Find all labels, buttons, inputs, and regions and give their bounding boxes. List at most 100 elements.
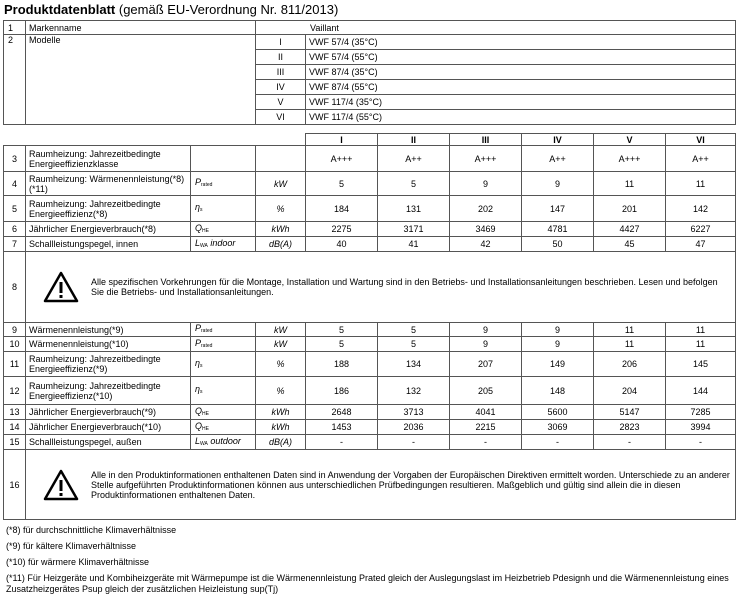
value: 145 [665,351,736,377]
symbol-after: indoor [210,237,236,248]
symbol-main: η [195,202,200,212]
row-number: 12 [3,376,26,405]
symbol: ηs [190,195,256,222]
symbol-sub: s [200,207,203,213]
row-number: 16 [3,449,26,520]
row-label: Raumheizung: Wärmenennleistung(*8) (*11) [25,171,191,196]
value: A+++ [305,145,378,172]
row: 11 Raumheizung: Jahrezeitbedingte Energie… [3,351,736,377]
model-id: V [255,94,306,110]
value: 3069 [521,419,594,435]
row: 12 Raumheizung: Jahrezeitbedingte Energie… [3,376,736,405]
row-number: 6 [3,221,26,237]
value: 45 [593,236,666,252]
blank [4,134,306,146]
row-number: 4 [3,171,26,196]
row-number: 13 [3,404,26,420]
row-number: 5 [3,195,26,222]
row-number: 14 [3,419,26,435]
value: A+++ [449,145,522,172]
warning-icon [43,469,79,500]
model-name: VWF 57/4 (35°C) [304,34,737,50]
model-id: IV [255,79,306,95]
value: 201 [593,195,666,222]
column-header: V [593,133,666,146]
footnote: (*8) für durchschnittliche Klimaverhältn… [6,525,177,535]
symbol-main: η [195,357,200,368]
value: 5 [377,336,450,352]
value: 9 [521,171,594,196]
symbol-main: Q [195,222,203,233]
value: 2215 [449,419,522,435]
triangle [43,469,79,500]
data-table: I II III IV V VI 3 Raumheizung: Jahrezeitbeding… [3,133,736,520]
row-label: Schallleistungspegel, außen [25,434,191,450]
row: 8 Alle spezifischen Vorkehrungen für die … [3,251,736,323]
value: - [665,434,736,450]
value: 11 [665,171,736,196]
value: 205 [449,376,522,405]
value: 142 [665,195,736,222]
row-label: Wärmenennleistung(*9) [25,322,191,337]
symbol-main: P [195,177,202,187]
notice-cell: Alle in den Produktinformationen enthalt… [25,449,736,520]
symbol-main: η [195,384,200,394]
value: A+++ [593,145,666,172]
row: 9 Wärmenennleistung(*9) Prated kW 5 5 9 9 11 11 [3,322,736,337]
unit: kWh [255,221,306,237]
value: 4427 [593,221,666,237]
symbol-main: L [195,435,201,446]
value: 2648 [305,404,378,420]
value: - [521,434,594,450]
value: 11 [665,336,736,352]
title-bold: Produktdatenblatt [4,2,116,17]
value: 6227 [665,221,736,237]
symbol-sub: WA [200,440,208,447]
row-number: 2 [3,34,26,125]
row-label: Jährlicher Energieverbrauch(*9) [25,404,191,420]
value: 50 [521,236,594,252]
value: 9 [449,171,522,196]
symbol-sub: rated [201,328,213,334]
exclamation [59,479,63,491]
value: 5 [377,171,450,196]
row-label: Raumheizung: Jahrezeitbedingte Energieef… [25,195,191,222]
value: 132 [377,376,450,405]
row: 10 Wärmenennleistung(*10) Prated kW 5 5 9 9 11 11 [3,336,736,352]
row: 5 Raumheizung: Jahrezeitbedingte Energiee… [3,195,736,222]
row-number: 11 [3,351,26,377]
warning-icon [43,271,79,303]
value: 42 [449,236,522,252]
value: 3994 [665,419,736,435]
row-label: Schallleistungspegel, innen [25,236,191,252]
value: - [305,434,378,450]
row: 15 Schallleistungspegel, außen LWA outdoor… [3,434,736,450]
value: 5 [305,336,378,352]
row: 16 Alle in den Produktinformationen entha… [3,449,736,520]
value: 144 [665,376,736,405]
value: A++ [521,145,594,172]
symbol-sub: HE [202,227,209,234]
symbol [190,145,256,172]
unit: % [255,195,306,222]
value: 186 [305,376,378,405]
model-table: 1 Markenname Vaillant 2 Modelle I VWF 57/4 (35… [3,20,737,125]
value: 9 [449,322,522,337]
value: - [593,434,666,450]
value: A++ [665,145,736,172]
row: 4 Raumheizung: Wärmenennleistung(*8) (*11… [3,171,736,196]
footnote: (*9) für kältere Klimaverhältnisse [6,541,137,551]
unit [255,145,306,172]
unit: % [255,376,306,405]
value: 9 [521,322,594,337]
row: 2 Modelle I VWF 57/4 (35°C) [3,34,737,125]
model-id: III [255,64,306,80]
symbol-sub: rated [201,342,213,349]
brand: Vaillant [254,20,737,35]
row: 6 Jährlicher Energieverbrauch(*8) QHE kWh 22… [3,221,736,237]
row-label: Jährlicher Energieverbrauch(*10) [25,419,191,435]
row-number: 10 [3,336,26,352]
value: 11 [665,322,736,337]
unit: kW [255,171,306,196]
